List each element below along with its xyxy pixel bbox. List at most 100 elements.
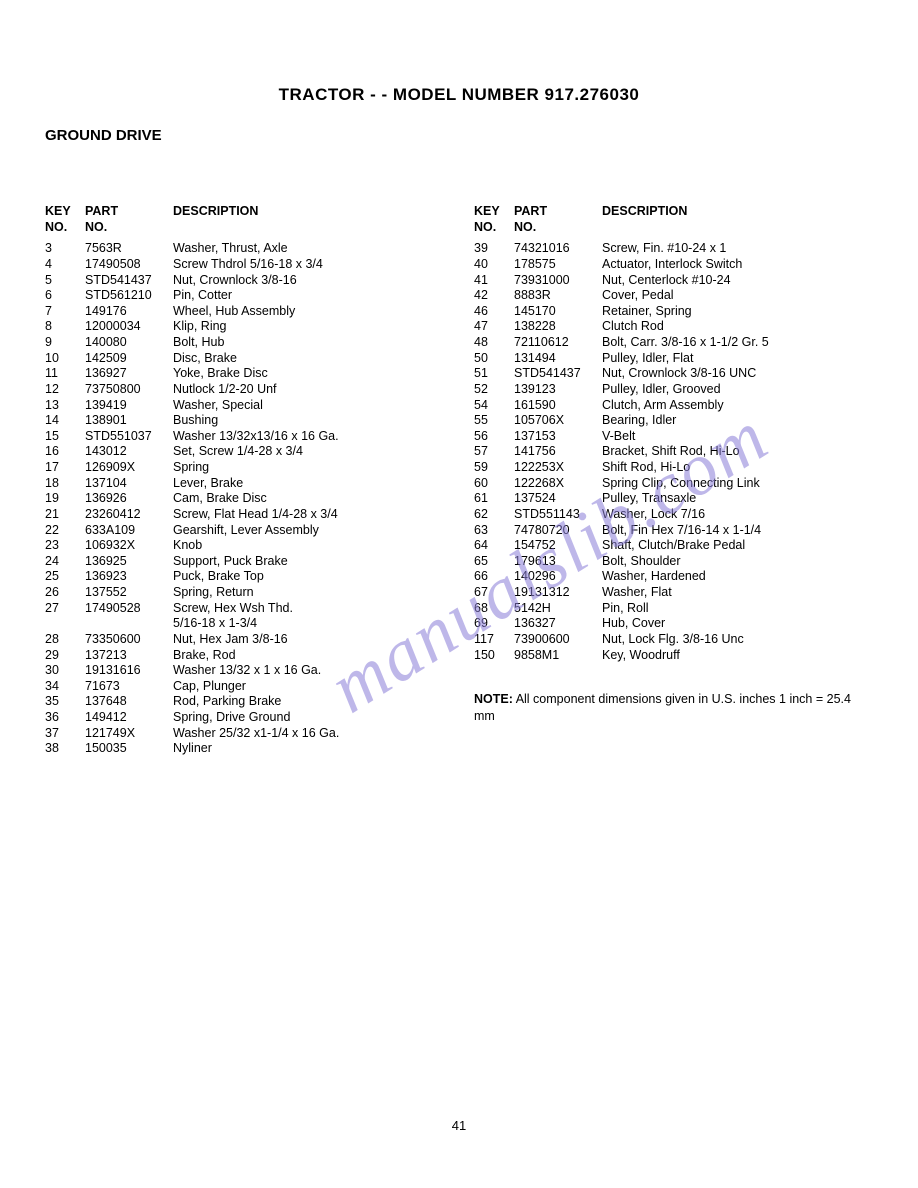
cell-key: 24 (45, 554, 85, 570)
cell-part: 9858M1 (514, 648, 602, 664)
table-row: 22633A109Gearshift, Lever Assembly (45, 523, 444, 539)
cell-key: 21 (45, 507, 85, 523)
table-row: 14138901Bushing (45, 413, 444, 429)
cell-key: 69 (474, 616, 514, 632)
table-row: 56137153V-Belt (474, 429, 873, 445)
cell-part: 137153 (514, 429, 602, 445)
table-row: 11136927Yoke, Brake Disc (45, 366, 444, 382)
cell-part: 140296 (514, 569, 602, 585)
cell-desc: Disc, Brake (173, 351, 444, 367)
cell-part: 73900600 (514, 632, 602, 648)
header-desc: DESCRIPTION (602, 204, 873, 235)
cell-key: 7 (45, 304, 85, 320)
table-row: 37121749XWasher 25/32 x1-1/4 x 16 Ga. (45, 726, 444, 742)
cell-part: 136925 (85, 554, 173, 570)
table-row: 54161590Clutch, Arm Assembly (474, 398, 873, 414)
cell-part: STD551037 (85, 429, 173, 445)
cell-desc: Washer 13/32x13/16 x 16 Ga. (173, 429, 444, 445)
cell-part: 136927 (85, 366, 173, 382)
cell-part: 7563R (85, 241, 173, 257)
table-header: KEYNO. PARTNO. DESCRIPTION (474, 204, 873, 235)
cell-desc: Actuator, Interlock Switch (602, 257, 873, 273)
section-title: GROUND DRIVE (45, 127, 873, 144)
cell-desc: Washer, Special (173, 398, 444, 414)
cell-desc: V-Belt (602, 429, 873, 445)
cell-key: 34 (45, 679, 85, 695)
table-header: KEYNO. PARTNO. DESCRIPTION (45, 204, 444, 235)
table-row: 3471673Cap, Plunger (45, 679, 444, 695)
cell-key: 25 (45, 569, 85, 585)
table-row: 52139123Pulley, Idler, Grooved (474, 382, 873, 398)
cell-part: 19131616 (85, 663, 173, 679)
cell-key: 59 (474, 460, 514, 476)
cell-desc: Washer, Flat (602, 585, 873, 601)
cell-key: 27 (45, 601, 85, 617)
cell-desc: Knob (173, 538, 444, 554)
cell-part: 154752 (514, 538, 602, 554)
cell-part: STD551143 (514, 507, 602, 523)
table-row: 2717490528Screw, Hex Wsh Thd. (45, 601, 444, 617)
cell-desc: Cap, Plunger (173, 679, 444, 695)
cell-key: 8 (45, 319, 85, 335)
cell-key: 55 (474, 413, 514, 429)
cell-desc: Set, Screw 1/4-28 x 3/4 (173, 444, 444, 460)
cell-part: 137552 (85, 585, 173, 601)
cell-desc: 5/16-18 x 1-3/4 (173, 616, 444, 632)
cell-desc: Nut, Crownlock 3/8-16 (173, 273, 444, 289)
cell-desc: Nut, Centerlock #10-24 (602, 273, 873, 289)
table-row: 59122253XShift Rod, Hi-Lo (474, 460, 873, 476)
cell-desc: Bearing, Idler (602, 413, 873, 429)
cell-key: 5 (45, 273, 85, 289)
cell-key: 4 (45, 257, 85, 273)
cell-key: 39 (474, 241, 514, 257)
cell-desc: Pin, Roll (602, 601, 873, 617)
cell-desc: Pulley, Idler, Flat (602, 351, 873, 367)
cell-part: 139419 (85, 398, 173, 414)
cell-desc: Cam, Brake Disc (173, 491, 444, 507)
cell-part: STD561210 (85, 288, 173, 304)
table-row: 10142509Disc, Brake (45, 351, 444, 367)
table-row: 62STD551143Washer, Lock 7/16 (474, 507, 873, 523)
table-row: 25136923Puck, Brake Top (45, 569, 444, 585)
cell-part: 126909X (85, 460, 173, 476)
cell-key: 62 (474, 507, 514, 523)
table-row: 60122268XSpring Clip, Connecting Link (474, 476, 873, 492)
cell-desc: Bushing (173, 413, 444, 429)
cell-desc: Nutlock 1/2-20 Unf (173, 382, 444, 398)
cell-desc: Klip, Ring (173, 319, 444, 335)
cell-desc: Nut, Lock Flg. 3/8-16 Unc (602, 632, 873, 648)
cell-part: 74321016 (514, 241, 602, 257)
cell-key: 52 (474, 382, 514, 398)
table-row: 428883RCover, Pedal (474, 288, 873, 304)
cell-part: 73931000 (514, 273, 602, 289)
cell-key: 41 (474, 273, 514, 289)
cell-part: 140080 (85, 335, 173, 351)
cell-part: 73350600 (85, 632, 173, 648)
cell-desc: Gearshift, Lever Assembly (173, 523, 444, 539)
table-row: 65179613Bolt, Shoulder (474, 554, 873, 570)
cell-desc: Brake, Rod (173, 648, 444, 664)
page-number: 41 (0, 1118, 918, 1133)
cell-part: 19131312 (514, 585, 602, 601)
cell-part (85, 616, 173, 632)
table-row: 55105706XBearing, Idler (474, 413, 873, 429)
cell-key: 61 (474, 491, 514, 507)
table-row: 3974321016Screw, Fin. #10-24 x 1 (474, 241, 873, 257)
cell-part: 5142H (514, 601, 602, 617)
cell-desc: Puck, Brake Top (173, 569, 444, 585)
note: NOTE: All component dimensions given in … (474, 691, 873, 725)
table-row: 417490508Screw Thdrol 5/16-18 x 3/4 (45, 257, 444, 273)
cell-desc: Yoke, Brake Disc (173, 366, 444, 382)
cell-key: 11 (45, 366, 85, 382)
table-row: 17126909XSpring (45, 460, 444, 476)
table-row: 47138228Clutch Rod (474, 319, 873, 335)
table-row: 69136327Hub, Cover (474, 616, 873, 632)
cell-desc: Bolt, Shoulder (602, 554, 873, 570)
cell-key: 19 (45, 491, 85, 507)
note-text: All component dimensions given in U.S. i… (474, 692, 851, 723)
cell-key: 15 (45, 429, 85, 445)
cell-part: 141756 (514, 444, 602, 460)
cell-key: 65 (474, 554, 514, 570)
cell-part: 74780720 (514, 523, 602, 539)
cell-key: 57 (474, 444, 514, 460)
